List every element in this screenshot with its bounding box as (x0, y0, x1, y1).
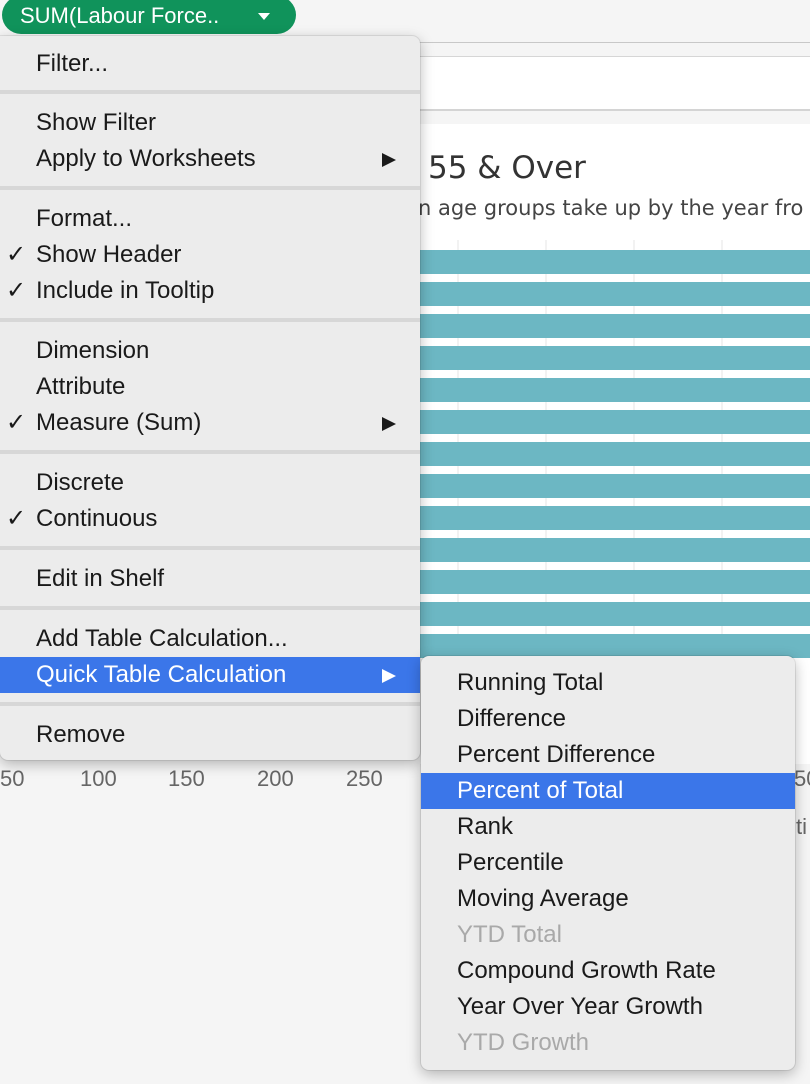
menu-item-label: Discrete (36, 469, 125, 496)
menu-item-label: Add Table Calculation... (36, 625, 288, 652)
bar-7[interactable] (420, 442, 810, 466)
menu-item-label: Dimension (36, 337, 150, 364)
checkmark-icon: ✓ (6, 277, 27, 304)
axis-tick-partial: 50 (794, 766, 810, 791)
menu-item-label: Quick Table Calculation (36, 661, 287, 688)
menu-item-show-header[interactable]: ✓ Show Header (0, 237, 420, 273)
bar-12[interactable] (420, 602, 810, 626)
menu-item-label: Attribute (36, 373, 126, 400)
bar-chart-svg (420, 240, 810, 746)
shelf-divider (296, 42, 810, 43)
bar-6[interactable] (420, 410, 810, 434)
bar-13[interactable] (420, 634, 810, 658)
menu-item-quick-table-calculation[interactable]: Quick Table Calculation (0, 657, 420, 693)
bar-11[interactable] (420, 570, 810, 594)
menu-item-show-filter[interactable]: Show Filter (0, 105, 420, 141)
submenu-item-label: Percent of Total (457, 777, 624, 804)
menu-separator (0, 606, 420, 610)
menu-item-attribute[interactable]: Attribute (0, 369, 420, 405)
submenu-item-label: Compound Growth Rate (457, 957, 716, 984)
menu-item-continuous[interactable]: ✓ Continuous (0, 501, 420, 537)
menu-separator (0, 702, 420, 706)
menu-item-remove[interactable]: Remove (0, 717, 420, 753)
pill-context-menu: Filter... Show Filter Apply to Worksheet… (0, 36, 420, 760)
bar-4[interactable] (420, 346, 810, 370)
measure-pill[interactable]: SUM(Labour Force.. (2, 0, 296, 34)
submenu-item-rank[interactable]: Rank (421, 809, 795, 845)
menu-item-label: Format... (36, 205, 133, 232)
checkmark-icon: ✓ (6, 505, 27, 532)
menu-item-add-table-calculation[interactable]: Add Table Calculation... (0, 621, 420, 657)
axis-tick-150: 150 (168, 766, 205, 791)
menu-separator (0, 450, 420, 454)
submenu-arrow-icon (382, 669, 396, 683)
submenu-item-label: Rank (457, 813, 514, 840)
bar-10[interactable] (420, 538, 810, 562)
menu-separator (0, 546, 420, 550)
menu-separator (0, 186, 420, 190)
submenu-item-label: Year Over Year Growth (457, 993, 703, 1020)
submenu-item-compound-growth-rate[interactable]: Compound Growth Rate (421, 953, 795, 989)
caret-down-icon[interactable] (258, 13, 270, 20)
axis-tick-100: 100 (80, 766, 117, 791)
menu-item-label: Show Filter (36, 109, 157, 136)
quick-table-calculation-submenu: Running Total Difference Percent Differe… (421, 656, 795, 1070)
submenu-item-label: Moving Average (457, 885, 629, 912)
submenu-arrow-icon (382, 153, 396, 167)
bar-1[interactable] (420, 250, 810, 274)
columns-shelf-band (420, 57, 810, 111)
menu-item-measure-sum[interactable]: ✓ Measure (Sum) (0, 405, 420, 441)
bar-2[interactable] (420, 282, 810, 306)
bar-3[interactable] (420, 314, 810, 338)
menu-item-label: Measure (Sum) (36, 409, 202, 436)
menu-separator (0, 90, 420, 94)
bar-9[interactable] (420, 506, 810, 530)
submenu-item-label: Difference (457, 705, 566, 732)
bar-chart (420, 0, 810, 1084)
submenu-item-percent-difference[interactable]: Percent Difference (421, 737, 795, 773)
menu-item-label: Continuous (36, 505, 158, 532)
axis-label-partial: ti (796, 814, 807, 839)
submenu-item-label: YTD Total (457, 921, 562, 948)
axis-tick-250: 250 (346, 766, 383, 791)
menu-item-label: Remove (36, 721, 126, 748)
submenu-item-running-total[interactable]: Running Total (421, 665, 795, 701)
measure-pill-label: SUM(Labour Force.. (20, 3, 220, 28)
submenu-item-percent-of-total[interactable]: Percent of Total (421, 773, 795, 809)
chart-subtitle: n age groups take up by the year fro (418, 196, 804, 220)
menu-item-edit-in-shelf[interactable]: Edit in Shelf (0, 561, 420, 597)
bar-8[interactable] (420, 474, 810, 498)
bar-5[interactable] (420, 378, 810, 402)
menu-item-label: Show Header (36, 241, 182, 268)
menu-item-label: Edit in Shelf (36, 565, 165, 592)
submenu-item-year-over-year-growth[interactable]: Year Over Year Growth (421, 989, 795, 1025)
menu-separator (0, 318, 420, 322)
menu-item-label: Filter... (36, 50, 109, 77)
menu-item-include-in-tooltip[interactable]: ✓ Include in Tooltip (0, 273, 420, 309)
submenu-item-label: Percent Difference (457, 741, 656, 768)
submenu-arrow-icon (382, 417, 396, 431)
axis-tick-50: 50 (0, 766, 25, 791)
submenu-item-ytd-growth: YTD Growth (421, 1025, 795, 1061)
menu-item-label: Apply to Worksheets (36, 145, 256, 172)
checkmark-icon: ✓ (6, 409, 27, 436)
menu-item-discrete[interactable]: Discrete (0, 465, 420, 501)
axis-tick-200: 200 (257, 766, 294, 791)
submenu-item-label: Percentile (457, 849, 564, 876)
submenu-item-moving-average[interactable]: Moving Average (421, 881, 795, 917)
shelf-divider-secondary (420, 56, 810, 57)
menu-item-format[interactable]: Format... (0, 201, 420, 237)
submenu-item-label: Running Total (457, 669, 604, 696)
submenu-item-percentile[interactable]: Percentile (421, 845, 795, 881)
menu-item-label: Include in Tooltip (36, 277, 215, 304)
submenu-item-label: YTD Growth (457, 1029, 590, 1056)
submenu-item-difference[interactable]: Difference (421, 701, 795, 737)
chart-title: 55 & Over (428, 150, 586, 186)
menu-item-dimension[interactable]: Dimension (0, 333, 420, 369)
checkmark-icon: ✓ (6, 241, 27, 268)
menu-item-apply-to-worksheets[interactable]: Apply to Worksheets (0, 141, 420, 177)
menu-item-filter[interactable]: Filter... (0, 46, 420, 82)
submenu-item-ytd-total: YTD Total (421, 917, 795, 953)
